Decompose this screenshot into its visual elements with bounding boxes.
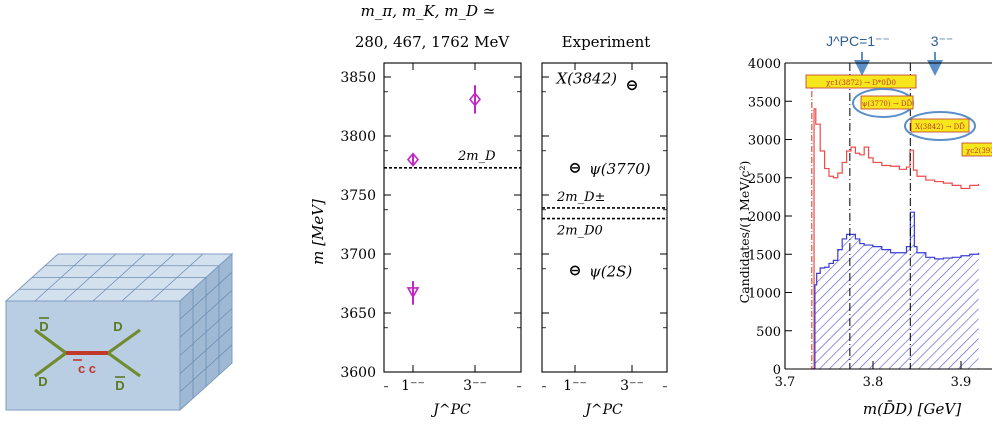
y-tick-label: 3600	[340, 365, 376, 381]
lattice-cube: D D D D c c	[4, 252, 234, 412]
box-psi-3770-label: ψ(3770) → DD̄	[862, 99, 913, 108]
lhcb-series	[810, 108, 980, 369]
series-line	[810, 108, 980, 369]
y-tick-label: 3500	[748, 95, 781, 110]
box-chi-c2-label: χc2(3930	[966, 147, 992, 155]
threshold-label: 2m_D0	[556, 224, 603, 239]
jpc-annotation-3: 3⁻⁻	[931, 33, 954, 49]
y-tick-label: 500	[756, 325, 781, 340]
box-chi-c2	[961, 142, 992, 157]
diamond-marker	[406, 152, 420, 167]
jpc-annotation-1: J^PC=1⁻⁻	[826, 33, 890, 49]
lattice-plot-frame	[383, 62, 522, 373]
cube-grid-line	[179, 271, 233, 320]
feynman-line-bottom-right	[107, 351, 141, 378]
y-tick-label: 1500	[748, 248, 781, 263]
experiment-title: Experiment	[562, 33, 651, 51]
y-tick-label: 3650	[340, 306, 376, 322]
point-marker	[569, 265, 580, 276]
lattice-y-ticks: 3600 3650 3700 3750 3800 3850	[340, 70, 521, 388]
series-line	[812, 211, 980, 369]
x-tick-label: 1⁻⁻	[401, 378, 425, 394]
label-d-bar-top: D	[39, 319, 48, 334]
experiment-thresholds: 2m_D± 2m_D0	[542, 190, 667, 239]
lhcb-x-axis-label: m(D̄D) [GeV]	[863, 400, 961, 418]
point-marker	[626, 80, 637, 91]
x-tick-label: 3.8	[863, 375, 884, 390]
box-chi-c1-label: χc1(3872) → D*0D̄0	[826, 78, 896, 87]
point-label: ψ(2S)	[589, 263, 632, 281]
experiment-plot-frame	[541, 62, 668, 373]
lattice-x-ticks: 1⁻⁻ 3⁻⁻	[401, 63, 487, 394]
feynman-diagram: D D D D c c	[34, 317, 141, 393]
triangle-marker	[406, 287, 420, 299]
experiment-y-ticks	[542, 76, 667, 388]
lhcb-y-ticks: 0 500 1000 1500 2000 2500 3000 3500 4000	[748, 57, 792, 378]
x-tick-label: 3.9	[951, 375, 972, 390]
lattice-header-line1: m_π, m_K, m_D ≃	[361, 2, 496, 20]
cube-grid-line	[179, 290, 233, 338]
series-fill	[812, 212, 979, 369]
feynman-line-top-right	[107, 328, 141, 355]
experiment-x-axis-label: J^PC	[582, 402, 623, 418]
feynman-line-bottom-left	[34, 351, 67, 378]
y-tick-label: 3800	[340, 129, 376, 145]
lattice-threshold-label: 2m_D	[457, 149, 496, 164]
x-tick-label: 3⁻⁻	[463, 378, 487, 394]
experiment-chart: Experiment 2m_D± 2m_D0 X(3842) ψ(3770) ψ(2S…	[541, 33, 668, 418]
label-d-bar-bottom: D	[115, 378, 124, 393]
y-tick-label: 0	[773, 363, 781, 378]
x-tick-label: 3⁻⁻	[620, 378, 644, 394]
y-tick-label: 2000	[748, 210, 781, 225]
lhcb-y-axis-label: Candidates/(1 MeV/c²)	[737, 161, 752, 304]
cube-grid-line	[179, 308, 233, 356]
label-d-bottom: D	[38, 374, 47, 389]
x-tick-label: 3.7	[775, 375, 796, 390]
y-tick-label: 3750	[340, 188, 376, 204]
y-tick-label: 3700	[340, 247, 376, 263]
lattice-points	[406, 85, 482, 305]
experiment-x-ticks: 1⁻⁻ 3⁻⁻	[563, 63, 644, 394]
lhcb-annotation-boxes: χc1(3872) → D*0D̄0 ψ(3770) → DD̄ X(3842)…	[805, 74, 992, 157]
box-chi-c1	[805, 74, 917, 89]
cube-grid	[19, 253, 233, 399]
cube-grid-line	[179, 344, 233, 393]
point-label: X(3842)	[555, 69, 617, 87]
box-x-3842	[910, 118, 970, 133]
lattice-x-axis-label: J^PC	[430, 402, 471, 418]
label-d-top: D	[113, 319, 122, 334]
lhcb-x-ticks: 3.7 3.8 3.9	[775, 361, 972, 390]
y-tick-label: 4000	[748, 57, 781, 72]
lhcb-marker-lines	[811, 63, 911, 369]
lattice-header-line2: 280, 467, 1762 MeV	[355, 33, 511, 51]
cube-front-face	[5, 300, 181, 411]
point-label: ψ(3770)	[589, 160, 651, 178]
lattice-chart: m_π, m_K, m_D ≃ 280, 467, 1762 MeV 36003…	[309, 2, 522, 418]
experiment-points: X(3842) ψ(3770) ψ(2S)	[555, 69, 650, 280]
point-marker	[569, 162, 580, 173]
cube-grid-line	[179, 326, 233, 374]
y-tick-label: 3000	[748, 134, 781, 149]
diamond-marker	[468, 92, 482, 107]
x-tick-label: 1⁻⁻	[563, 378, 587, 394]
y-tick-label: 3850	[340, 70, 376, 86]
label-quarks: c c	[78, 361, 96, 376]
box-x-3842-label: X(3842) → DD̄	[915, 122, 965, 131]
feynman-line-top-left	[34, 328, 67, 355]
highlight-x-3842	[904, 111, 976, 141]
lattice-y-axis-label: m [MeV]	[309, 199, 327, 265]
y-tick-label: 2500	[748, 172, 781, 187]
y-tick-label: 1000	[748, 287, 781, 302]
lhcb-chart: J^PC=1⁻⁻ 3⁻⁻ Candidates/(1 MeV/c²) χc1(3…	[737, 33, 992, 418]
threshold-label: 2m_D±	[556, 190, 605, 205]
box-psi-3770	[860, 95, 914, 110]
